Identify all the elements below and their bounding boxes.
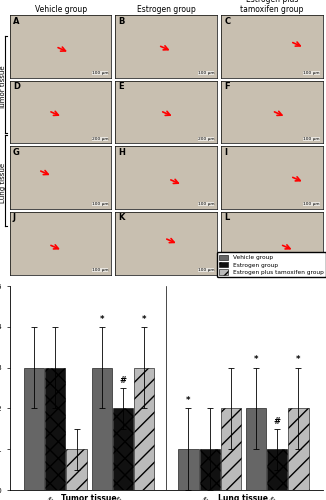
Text: I: I (224, 148, 227, 157)
Bar (134, 368, 154, 490)
Title: Vehicle group: Vehicle group (35, 5, 87, 14)
Bar (24, 368, 44, 490)
Text: #: # (274, 416, 281, 426)
Title: Estrogen group: Estrogen group (137, 5, 196, 14)
Text: H: H (119, 148, 126, 157)
Title: Estrogen plus
tamoxifen group: Estrogen plus tamoxifen group (240, 0, 304, 14)
Text: Tumor tissue: Tumor tissue (0, 65, 6, 110)
Text: 100 μm: 100 μm (303, 72, 320, 76)
Text: L: L (224, 214, 230, 222)
Text: *: * (296, 356, 301, 364)
Text: *: * (254, 356, 258, 364)
Text: 200 μm: 200 μm (198, 137, 214, 141)
Text: A: A (13, 17, 19, 26)
Bar (92, 368, 112, 490)
Text: *: * (99, 314, 104, 324)
Text: *: * (142, 314, 146, 324)
Text: G: G (13, 148, 20, 157)
Text: Lung tissue: Lung tissue (218, 494, 268, 500)
Bar (113, 408, 133, 490)
Text: 200 μm: 200 μm (92, 137, 108, 141)
Text: 100 μm: 100 μm (303, 202, 320, 206)
Text: E: E (119, 82, 124, 92)
Bar (221, 408, 241, 490)
Text: D: D (13, 82, 20, 92)
Text: Tumor tissue: Tumor tissue (61, 494, 117, 500)
Text: K: K (119, 214, 125, 222)
Bar (267, 449, 287, 490)
Text: *: * (186, 396, 191, 405)
Text: J: J (13, 214, 16, 222)
Text: 100 μm: 100 μm (92, 202, 108, 206)
Bar (289, 408, 308, 490)
Text: C: C (224, 17, 230, 26)
Text: Lung tissue: Lung tissue (0, 162, 6, 202)
Text: F: F (224, 82, 230, 92)
Text: 100 μm: 100 μm (198, 72, 214, 76)
Text: B: B (119, 17, 125, 26)
Text: 100 μm: 100 μm (198, 202, 214, 206)
Bar (178, 449, 199, 490)
Bar (45, 368, 66, 490)
Text: 100 μm: 100 μm (303, 137, 320, 141)
Text: #: # (119, 376, 126, 385)
Text: 100 μm: 100 μm (92, 268, 108, 272)
Text: 100 μm: 100 μm (198, 268, 214, 272)
Bar (67, 449, 87, 490)
Bar (200, 449, 220, 490)
Text: 100 μm: 100 μm (92, 72, 108, 76)
Bar (246, 408, 266, 490)
Legend: Vehicle group, Estrogen group, Estrogen plus tamoxifen group: Vehicle group, Estrogen group, Estrogen … (217, 252, 326, 278)
Text: 100 μm: 100 μm (303, 268, 320, 272)
